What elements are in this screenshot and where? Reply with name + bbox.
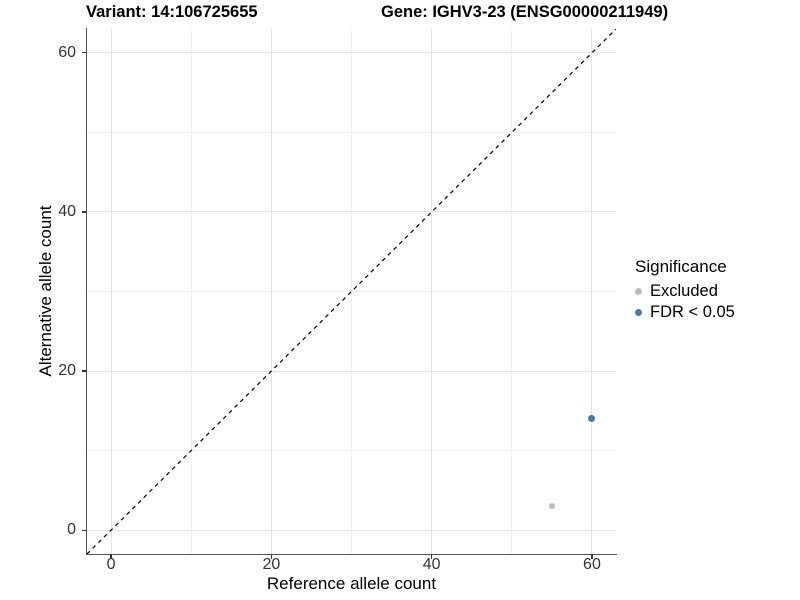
gridline-major-vertical [591,29,593,554]
variant-title: Variant: 14:106725655 [86,3,258,21]
legend-item-label: Excluded [650,282,718,300]
gridline-major-vertical [431,29,433,554]
y-tick-label: 40 [58,202,76,220]
identity-dashed-line [87,29,616,554]
gene-title: Gene: IGHV3-23 (ENSG00000211949) [381,3,669,21]
y-tick-label: 20 [58,362,76,380]
legend-title: Significance [635,257,727,276]
gridline-major-vertical [110,29,112,554]
data-point-fdr-0-05 [588,415,596,423]
data-point-excluded [548,503,555,510]
identity-line-layer [87,29,616,554]
x-tick-label: 20 [262,556,281,573]
x-tick-label: 40 [422,556,441,573]
y-axis-line [85,28,88,555]
y-tick-label: 60 [58,43,76,61]
legend-item: Excluded [635,281,800,302]
y-tick-mark [82,52,87,54]
x-tick-mark [270,554,272,559]
plot-panel [87,29,616,554]
y-tick-mark [82,211,87,213]
gridline-major-vertical [270,29,272,554]
x-tick-mark [591,554,593,559]
gridline-major-horizontal [87,52,616,54]
y-tick-mark [82,370,87,372]
gridline-minor-horizontal [87,291,616,292]
gridline-minor-horizontal [87,450,616,452]
y-tick-mark [82,529,87,531]
x-tick-label: 60 [583,556,601,573]
gridline-major-horizontal [87,211,616,213]
x-tick-mark [431,554,433,559]
legend-items: Excluded FDR < 0.05 [635,281,800,323]
x-axis-title: Reference allele count [266,574,437,593]
x-tick-mark [110,554,112,559]
x-axis-line [85,553,617,556]
legend-item-label: FDR < 0.05 [650,303,735,321]
legend-dot-icon [635,288,642,295]
legend-item: FDR < 0.05 [635,302,800,323]
y-tick-label: 0 [67,521,76,539]
gridline-minor-horizontal [87,131,616,133]
legend-dot-icon [635,309,642,316]
y-axis-title: Alternative allele count [36,205,55,377]
gridline-major-horizontal [87,529,616,531]
legend: Significance Excluded FDR < 0.05 [635,257,800,323]
x-tick-label: 0 [106,556,116,573]
gridline-major-horizontal [87,370,616,372]
